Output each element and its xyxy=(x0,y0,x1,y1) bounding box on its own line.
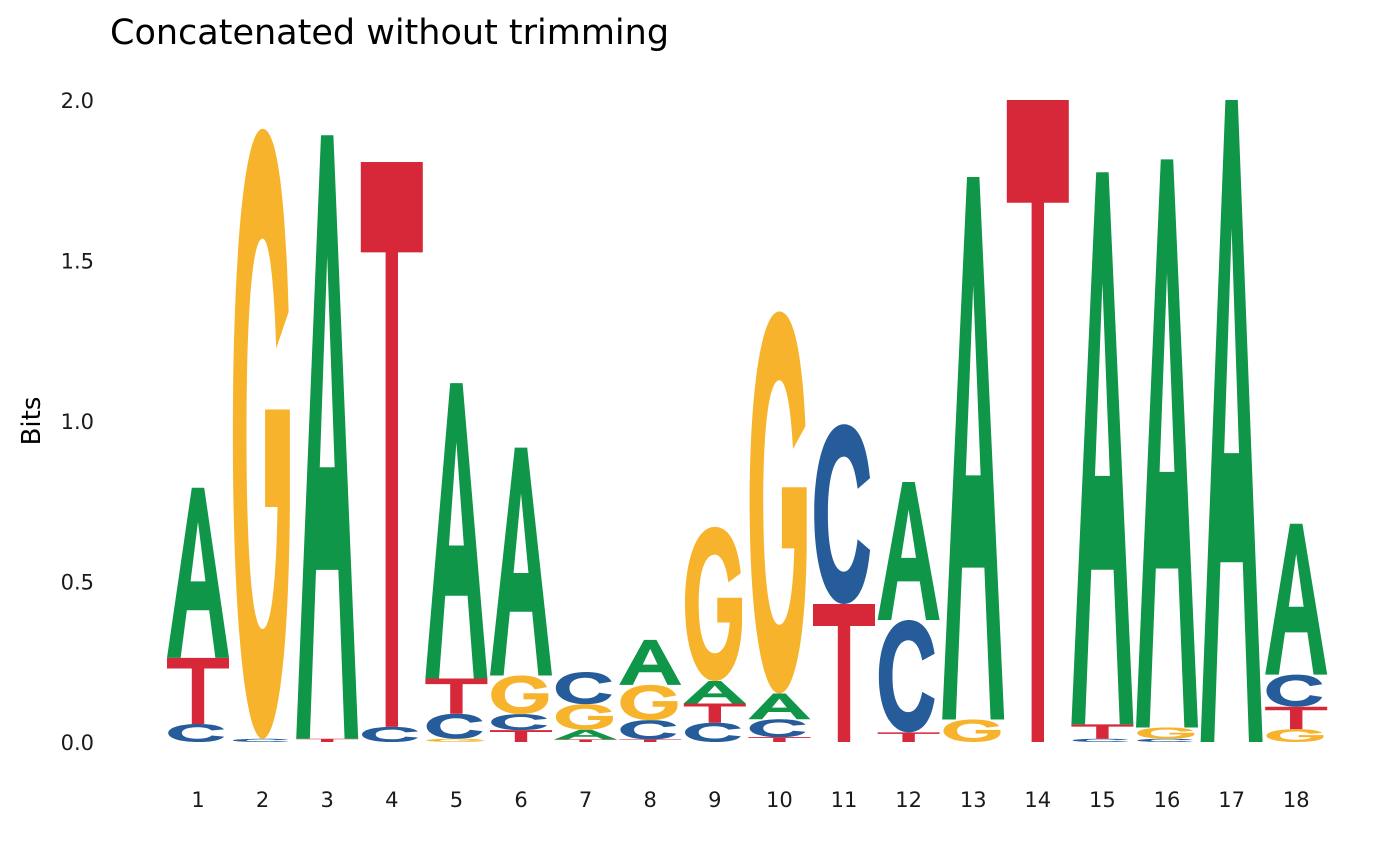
letter-T xyxy=(1006,100,1069,742)
letter-A xyxy=(1265,523,1328,675)
letter-C xyxy=(555,672,612,705)
letter-G xyxy=(555,704,613,730)
letter-T xyxy=(296,738,359,742)
letter-A xyxy=(296,135,359,739)
y-axis-label: Bits xyxy=(17,397,47,446)
x-tick-label: 2 xyxy=(256,788,269,812)
letter-T xyxy=(360,161,423,727)
logo-column-9 xyxy=(683,526,746,742)
letter-T xyxy=(1071,724,1134,739)
letter-C xyxy=(1072,738,1129,742)
letter-A xyxy=(425,383,488,679)
x-tick-label: 1 xyxy=(191,788,204,812)
letter-T xyxy=(683,703,746,723)
letter-G xyxy=(1137,727,1195,739)
letter-A xyxy=(877,481,940,621)
logo-column-15 xyxy=(1071,172,1134,742)
letter-A xyxy=(683,681,746,704)
logo-column-7 xyxy=(554,672,617,742)
letter-G xyxy=(426,738,484,742)
letter-G xyxy=(1266,729,1324,742)
letter-C xyxy=(1137,738,1194,742)
letter-G xyxy=(685,526,743,682)
logo-column-1 xyxy=(167,487,229,742)
letter-C xyxy=(620,720,677,740)
logo-column-4 xyxy=(360,161,423,742)
x-tick-label: 8 xyxy=(644,788,657,812)
letter-T xyxy=(554,739,617,742)
letter-G xyxy=(943,719,1001,742)
letter-C xyxy=(814,424,871,604)
x-axis-ticks: 1 2 3 4 5 6 7 8 9 10 11 12 13 14 15 16 17 18 xyxy=(191,788,1309,812)
letter-G xyxy=(620,684,678,721)
letter-T xyxy=(748,737,811,742)
logo-column-12 xyxy=(877,481,940,742)
chart-title: Concatenated without trimming xyxy=(110,13,669,53)
letter-G xyxy=(232,128,290,739)
logo-column-2 xyxy=(232,128,290,742)
logo-column-17 xyxy=(1200,100,1263,742)
letter-T xyxy=(167,657,229,725)
logo-column-11 xyxy=(813,424,875,742)
letter-A xyxy=(942,177,1005,720)
x-tick-label: 6 xyxy=(514,788,527,812)
x-tick-label: 18 xyxy=(1283,788,1310,812)
letter-C xyxy=(685,722,741,742)
x-tick-label: 3 xyxy=(321,788,334,812)
x-tick-label: 9 xyxy=(708,788,721,812)
y-tick-label: 0.0 xyxy=(61,731,94,755)
x-tick-label: 4 xyxy=(385,788,398,812)
x-tick-label: 5 xyxy=(450,788,463,812)
x-tick-label: 16 xyxy=(1154,788,1181,812)
letter-C xyxy=(426,713,483,739)
letter-A xyxy=(554,729,617,740)
y-tick-label: 1.5 xyxy=(61,250,94,274)
y-tick-label: 0.5 xyxy=(61,571,94,595)
letter-A xyxy=(1071,172,1134,725)
logo-column-14 xyxy=(1006,100,1069,742)
y-tick-label: 2.0 xyxy=(61,89,94,113)
x-tick-label: 7 xyxy=(579,788,592,812)
x-tick-label: 12 xyxy=(895,788,922,812)
letter-T xyxy=(619,739,682,742)
letter-G xyxy=(749,311,807,694)
letter-A xyxy=(1200,100,1263,742)
x-tick-label: 17 xyxy=(1218,788,1245,812)
y-tick-label: 1.0 xyxy=(61,410,94,434)
letter-T xyxy=(813,603,875,742)
letter-C xyxy=(749,719,806,738)
logo-column-8 xyxy=(619,639,682,742)
x-tick-label: 11 xyxy=(831,788,858,812)
logo-column-3 xyxy=(296,135,359,742)
letter-T xyxy=(490,730,552,742)
letter-A xyxy=(167,487,229,658)
letter-A xyxy=(490,447,552,676)
letter-C xyxy=(168,724,225,742)
letter-C xyxy=(362,726,418,742)
letter-C xyxy=(491,714,548,731)
letter-A xyxy=(1136,159,1198,728)
x-tick-label: 15 xyxy=(1089,788,1116,812)
letter-C xyxy=(1266,674,1323,707)
letter-G xyxy=(491,675,549,715)
letter-C xyxy=(878,620,935,733)
logo-column-16 xyxy=(1136,159,1198,742)
letter-C xyxy=(232,738,289,742)
logo-column-6 xyxy=(490,447,552,742)
x-tick-label: 14 xyxy=(1024,788,1051,812)
y-axis-ticks: 0.0 0.5 1.0 1.5 2.0 xyxy=(61,89,94,755)
letter-A xyxy=(748,693,811,720)
x-tick-label: 13 xyxy=(960,788,987,812)
letter-T xyxy=(877,732,940,742)
letter-T xyxy=(1265,706,1328,730)
logo-column-18 xyxy=(1265,523,1328,742)
letter-A xyxy=(619,639,682,685)
x-tick-label: 10 xyxy=(766,788,793,812)
logo-column-10 xyxy=(748,311,811,742)
logo-stacks xyxy=(167,100,1328,742)
logo-column-13 xyxy=(942,177,1005,742)
letter-T xyxy=(425,678,488,714)
logo-column-5 xyxy=(425,383,488,742)
